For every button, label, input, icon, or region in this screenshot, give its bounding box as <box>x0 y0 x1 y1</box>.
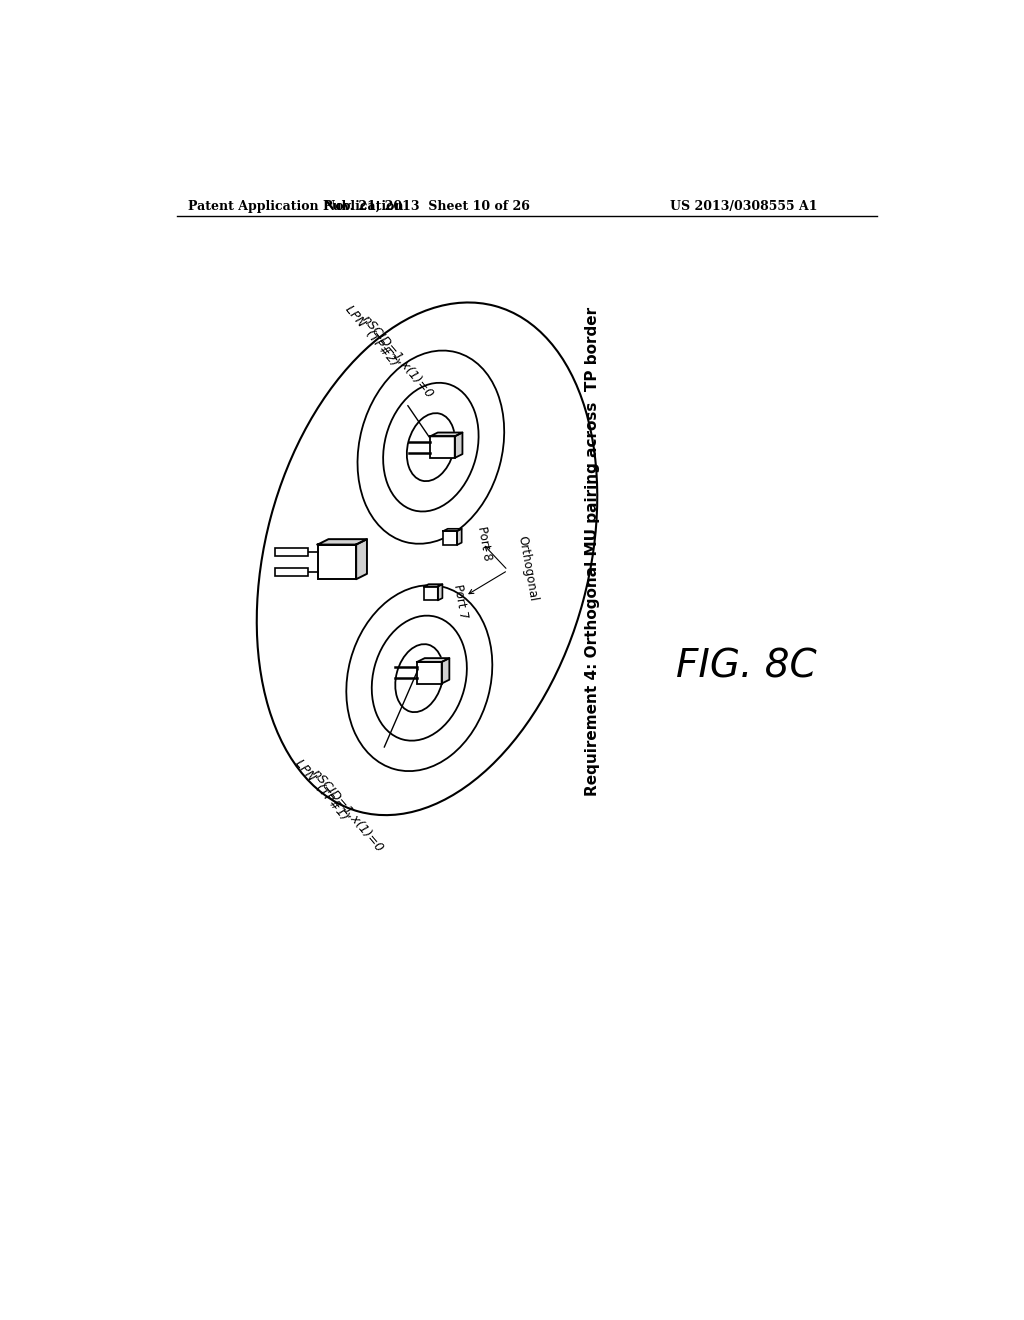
Polygon shape <box>317 539 367 545</box>
Polygon shape <box>443 529 462 531</box>
FancyBboxPatch shape <box>443 531 457 545</box>
Polygon shape <box>430 433 463 437</box>
Text: Port 7: Port 7 <box>451 583 470 619</box>
Text: Nov. 21, 2013  Sheet 10 of 26: Nov. 21, 2013 Sheet 10 of 26 <box>324 199 530 213</box>
FancyBboxPatch shape <box>275 548 307 556</box>
Polygon shape <box>457 529 462 545</box>
Text: LPN  (TP#2): LPN (TP#2) <box>342 302 400 368</box>
Polygon shape <box>417 659 450 663</box>
Polygon shape <box>356 539 367 579</box>
FancyBboxPatch shape <box>430 437 455 458</box>
Polygon shape <box>438 585 442 601</box>
Text: Port 8: Port 8 <box>475 525 494 561</box>
FancyBboxPatch shape <box>275 568 307 576</box>
Text: nSCID=1,x(1)=0: nSCID=1,x(1)=0 <box>359 313 436 401</box>
Polygon shape <box>424 585 442 586</box>
Polygon shape <box>441 659 450 684</box>
Text: Orthogonal: Orthogonal <box>515 535 540 603</box>
FancyBboxPatch shape <box>424 586 438 601</box>
Text: nSCID=1,x(1)=0: nSCID=1,x(1)=0 <box>309 767 386 855</box>
Text: US 2013/0308555 A1: US 2013/0308555 A1 <box>670 199 817 213</box>
FancyBboxPatch shape <box>317 545 356 579</box>
Text: FIG. 8C: FIG. 8C <box>676 648 817 685</box>
Text: LPN  (TP#1): LPN (TP#1) <box>292 756 350 822</box>
FancyBboxPatch shape <box>417 663 441 684</box>
Polygon shape <box>455 433 463 458</box>
Text: Patent Application Publication: Patent Application Publication <box>188 199 403 213</box>
Text: Requirement 4: Orthogonal MU pairing across  TP border: Requirement 4: Orthogonal MU pairing acr… <box>585 306 600 796</box>
